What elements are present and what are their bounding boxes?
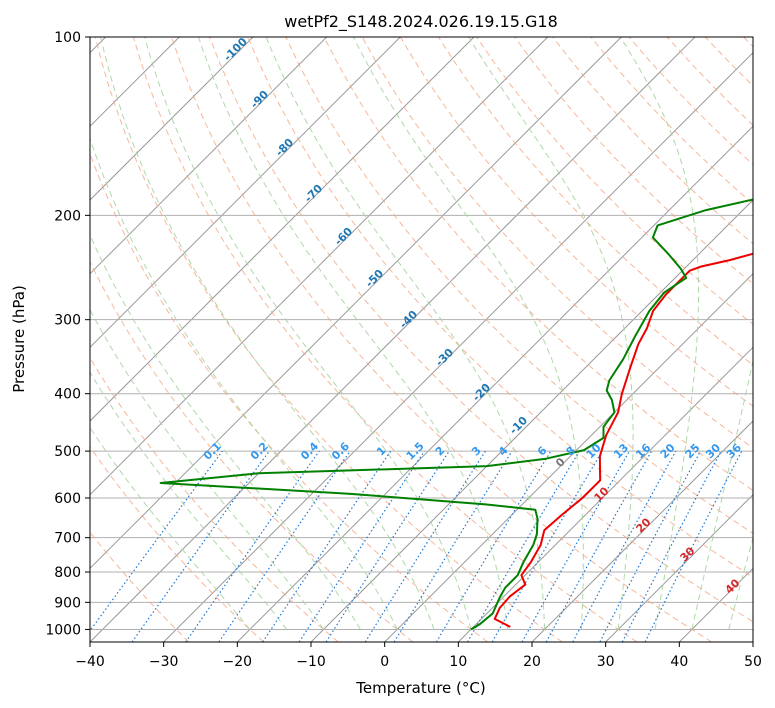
moist-adiabat-lines (90, 37, 753, 630)
mixing-ratio-line (393, 450, 513, 642)
y-tick-label: 300 (54, 313, 81, 329)
y-axis-label: Pressure (hPa) (10, 285, 28, 393)
x-tick-label: −20 (223, 654, 253, 670)
isotherm-line (384, 272, 753, 642)
mixing-ratio-line (325, 450, 450, 642)
y-tick-label: 400 (54, 387, 81, 403)
x-axis-label: Temperature (°C) (355, 679, 485, 697)
pressure-grid-lines (90, 37, 753, 630)
x-tick-label: 50 (744, 654, 762, 670)
y-tick-label: 700 (54, 531, 81, 547)
dry-adiabat-lines (90, 37, 753, 642)
mixing-ratio-line (545, 450, 653, 642)
isotherm-line (163, 51, 753, 642)
moist-adiabat-line (728, 536, 753, 630)
mixing-ratio-line (131, 450, 270, 642)
moist-adiabat-line (468, 37, 634, 630)
profile-series (159, 198, 753, 631)
isotherm-line (90, 37, 328, 275)
moist-adiabat-line (100, 37, 435, 630)
isotherm-line (531, 420, 753, 642)
x-tick-label: −10 (296, 654, 326, 670)
isotherm-line (457, 346, 753, 642)
mixing-ratio-line (644, 450, 743, 642)
moist-adiabat-line (90, 308, 324, 630)
temperature-profile-line (493, 252, 753, 628)
moist-adiabat-line (90, 371, 288, 630)
moist-adiabat-line (198, 37, 509, 630)
y-axis-ticks: 1000 900 800 700 600 500 400 300 200 100 (45, 30, 90, 638)
y-tick-label: 1000 (45, 622, 81, 638)
y-tick-label: 900 (54, 595, 81, 611)
isotherm-line (90, 37, 401, 349)
plot-area: -100-90-80-70-60-50-40-30-20-100.1 0.2 0.4… (90, 37, 753, 642)
y-tick-label: 600 (54, 491, 81, 507)
isotherm-line (605, 493, 753, 642)
isotherm-line (90, 37, 549, 496)
isotherm-line (90, 37, 622, 570)
mixing-ratio-line (90, 450, 223, 632)
mixing-ratio-line (298, 450, 425, 642)
x-tick-label: −40 (75, 654, 105, 670)
dry-adiabat-line (247, 37, 753, 578)
mixing-ratio-line (218, 450, 351, 642)
isotherm-line (90, 37, 475, 422)
dry-adiabat-line (132, 37, 638, 642)
mixing-ratio-line (185, 450, 320, 642)
y-tick-label: 200 (54, 208, 81, 224)
dry-adiabat-line (94, 37, 563, 642)
dry-adiabat-line (90, 356, 339, 642)
dry-adiabat-line (171, 37, 712, 642)
y-tick-label: 100 (54, 30, 81, 46)
dry-adiabat-line (90, 260, 414, 642)
moist-adiabat-line (265, 37, 546, 630)
x-tick-label: 20 (523, 654, 541, 670)
moist-adiabat-line (691, 358, 753, 630)
x-tick-label: 0 (380, 654, 389, 670)
dry-adiabat-line (90, 446, 264, 642)
moist-adiabat-line (144, 37, 472, 630)
plot-frame (89, 36, 754, 643)
dry-adiabat-line (323, 37, 753, 491)
isotherm-lines (90, 37, 753, 642)
moist-adiabat-line (619, 37, 699, 630)
moist-adiabat-line (352, 37, 584, 630)
moist-adiabat-line (90, 426, 251, 630)
dewpoint-profile-line (159, 198, 753, 631)
dry-adiabat-line (209, 37, 753, 623)
mixing-ratio-line (521, 450, 631, 642)
x-tick-label: 30 (597, 654, 615, 670)
mixing-ratio-lines (90, 450, 743, 642)
chart-title: wetPf2_S148.2024.026.19.15.G18 (284, 12, 558, 32)
dry-adiabat-line (285, 37, 753, 535)
dry-adiabat-line (514, 37, 753, 285)
isotherm-line (236, 125, 753, 642)
x-tick-label: 10 (449, 654, 467, 670)
y-tick-label: 800 (54, 565, 81, 581)
mixing-ratio-line (572, 450, 677, 642)
isotherm-line (90, 37, 696, 642)
x-axis-ticks: −40 −30 −20 −10 0 10 20 30 40 50 (75, 642, 762, 670)
moist-adiabat-line (90, 137, 398, 630)
isotherm-line (90, 37, 254, 201)
dry-adiabat-line (476, 37, 753, 325)
y-tick-label: 500 (54, 444, 81, 460)
x-tick-label: 40 (670, 654, 688, 670)
x-tick-label: −30 (149, 654, 179, 670)
